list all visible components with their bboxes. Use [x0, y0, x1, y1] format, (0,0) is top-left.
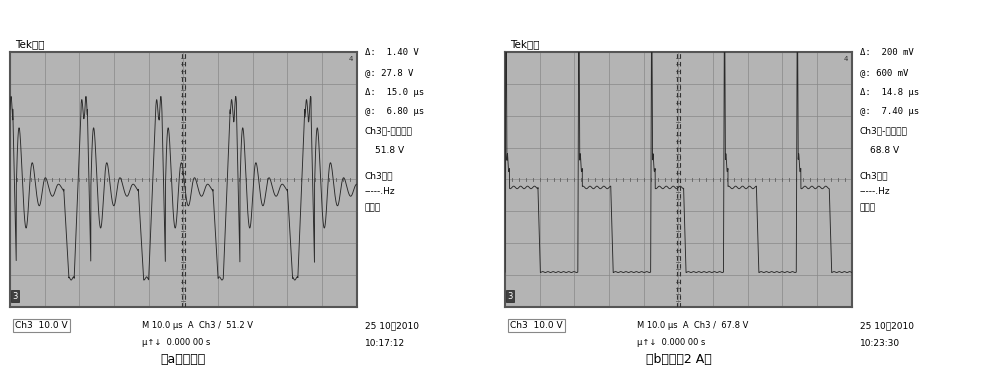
Text: 68.8 V: 68.8 V — [870, 146, 899, 155]
Text: Ch3峰-峰值测定: Ch3峰-峰值测定 — [365, 127, 413, 136]
Text: 10:23:30: 10:23:30 — [860, 339, 900, 348]
Text: μ↑↓  0.000 00 s: μ↑↓ 0.000 00 s — [142, 338, 210, 347]
Text: Tek预览: Tek预览 — [510, 39, 540, 49]
Text: Ch3  10.0 V: Ch3 10.0 V — [15, 321, 68, 330]
Text: （a）空载时: （a）空载时 — [161, 353, 206, 366]
Text: 10:17:12: 10:17:12 — [365, 339, 405, 348]
Text: Δ:  14.8 μs: Δ: 14.8 μs — [860, 88, 919, 97]
Text: （b）带载2 A时: （b）带载2 A时 — [646, 353, 711, 366]
Text: Ch3频率: Ch3频率 — [860, 171, 888, 180]
Text: Δ:  1.40 V: Δ: 1.40 V — [365, 49, 419, 58]
Text: Δ:  15.0 μs: Δ: 15.0 μs — [365, 88, 424, 97]
Text: Tek预览: Tek预览 — [15, 39, 44, 49]
Text: 4: 4 — [844, 56, 848, 62]
Text: 非周期: 非周期 — [860, 203, 876, 212]
Text: Ch3峰-峰值测定: Ch3峰-峰值测定 — [860, 127, 908, 136]
Text: 25 10月2010: 25 10月2010 — [860, 321, 914, 330]
Text: @: 600 mV: @: 600 mV — [860, 68, 908, 77]
Text: Ch3频率: Ch3频率 — [365, 171, 393, 180]
Text: @:  6.80 μs: @: 6.80 μs — [365, 107, 424, 116]
Text: 51.8 V: 51.8 V — [375, 146, 404, 155]
Text: 非周期: 非周期 — [365, 203, 381, 212]
Text: 4: 4 — [349, 56, 353, 62]
Text: -----.Hz: -----.Hz — [860, 187, 890, 196]
Text: Δ:  200 mV: Δ: 200 mV — [860, 49, 914, 58]
Text: Ch3  10.0 V: Ch3 10.0 V — [510, 321, 563, 330]
Text: -----.Hz: -----.Hz — [365, 187, 395, 196]
Text: M 10.0 μs  A  Ch3 /  67.8 V: M 10.0 μs A Ch3 / 67.8 V — [637, 321, 748, 330]
Text: @:  7.40 μs: @: 7.40 μs — [860, 107, 919, 116]
Text: 3: 3 — [13, 291, 18, 300]
Text: @: 27.8 V: @: 27.8 V — [365, 68, 413, 77]
Text: M 10.0 μs  A  Ch3 /  51.2 V: M 10.0 μs A Ch3 / 51.2 V — [142, 321, 253, 330]
Text: 25 10月2010: 25 10月2010 — [365, 321, 419, 330]
Text: 3: 3 — [508, 291, 513, 300]
Text: μ↑↓  0.000 00 s: μ↑↓ 0.000 00 s — [637, 338, 705, 347]
